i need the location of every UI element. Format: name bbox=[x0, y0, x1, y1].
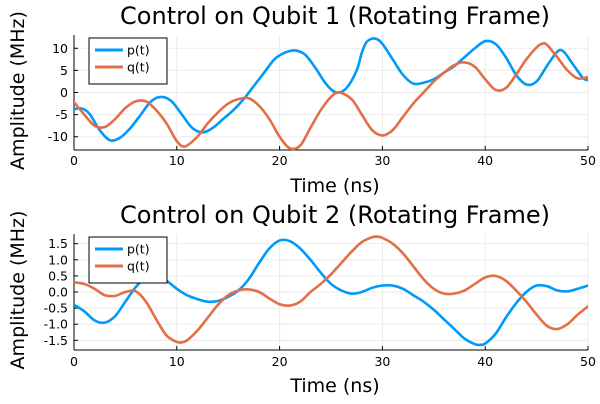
legend: p(t) q(t) bbox=[88, 236, 168, 284]
x-tick-label: 20 bbox=[272, 354, 288, 369]
x-tick-label: 10 bbox=[169, 153, 185, 168]
x-tick-label: 40 bbox=[477, 354, 493, 369]
y-tick-label: -0.5 bbox=[44, 301, 68, 316]
chart-title: Control on Qubit 2 (Rotating Frame) bbox=[120, 201, 550, 229]
y-tick-label: 1.5 bbox=[48, 236, 68, 251]
chart-title: Control on Qubit 1 (Rotating Frame) bbox=[120, 2, 550, 30]
legend-label: p(t) bbox=[127, 43, 150, 58]
legend: p(t) q(t) bbox=[88, 37, 168, 85]
legend-label: p(t) bbox=[127, 242, 150, 257]
legend-label: q(t) bbox=[127, 60, 150, 75]
x-tick-label: 30 bbox=[374, 153, 390, 168]
y-axis-label: Amplitude (MHz) bbox=[7, 11, 29, 170]
y-tick-label: -5 bbox=[56, 107, 68, 122]
y-tick-label: 0.0 bbox=[48, 285, 68, 300]
x-tick-label: 50 bbox=[580, 354, 596, 369]
y-axis-label: Amplitude (MHz) bbox=[7, 211, 29, 370]
x-tick-label: 40 bbox=[477, 153, 493, 168]
y-tick-label: 0 bbox=[60, 85, 68, 100]
legend-box bbox=[88, 236, 168, 284]
y-tick-label: -10 bbox=[48, 129, 68, 144]
y-tick-label: 1.0 bbox=[48, 252, 68, 267]
chart-panel-1: Control on Qubit 1 (Rotating Frame) 0 10 20… bbox=[7, 2, 596, 197]
x-tick-label: 30 bbox=[374, 354, 390, 369]
x-tick-label: 20 bbox=[272, 153, 288, 168]
y-tick-label: -1.0 bbox=[44, 317, 68, 332]
y-tick-label: 10 bbox=[52, 41, 68, 56]
chart-panel-2: Control on Qubit 2 (Rotating Frame) 0 10 20… bbox=[7, 201, 596, 397]
series-group bbox=[74, 37, 588, 151]
series-line-qt bbox=[74, 235, 588, 344]
series-line-qt bbox=[74, 41, 588, 151]
y-tick-label: 0.5 bbox=[48, 268, 68, 283]
x-tick-label: 0 bbox=[70, 153, 78, 168]
legend-label: q(t) bbox=[127, 259, 150, 274]
y-tick-label: -1.5 bbox=[44, 333, 68, 348]
legend-box bbox=[88, 37, 168, 85]
x-axis-label: Time (ns) bbox=[289, 375, 379, 397]
x-tick-label: 50 bbox=[580, 153, 596, 168]
x-tick-label: 10 bbox=[169, 354, 185, 369]
x-tick-label: 0 bbox=[70, 354, 78, 369]
x-axis-label: Time (ns) bbox=[289, 175, 379, 197]
y-tick-label: 5 bbox=[60, 63, 68, 78]
